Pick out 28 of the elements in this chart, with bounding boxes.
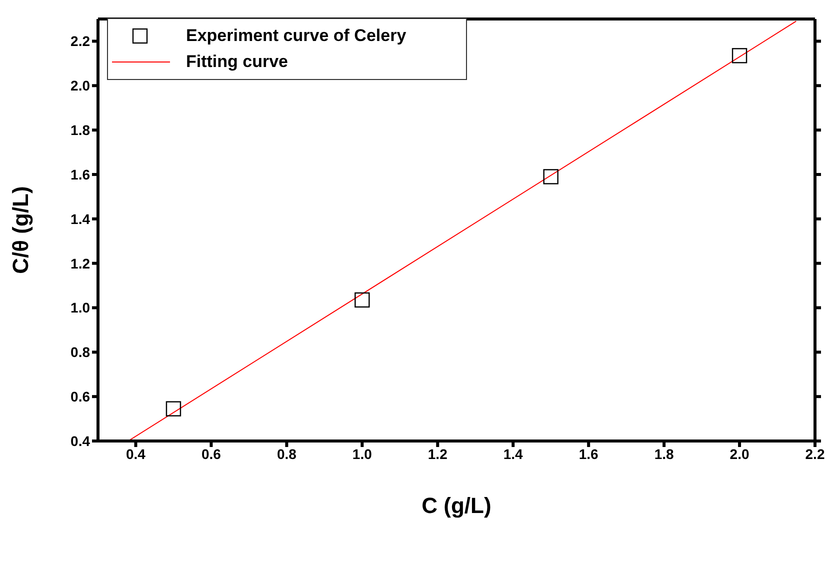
x-tick-label: 0.8 — [276, 446, 297, 462]
x-axis-title: C (g/L) — [422, 493, 492, 518]
legend-label: Fitting curve — [186, 52, 288, 72]
legend-label: Experiment curve of Celery — [186, 26, 406, 46]
x-tick-label: 2.2 — [805, 446, 825, 462]
y-tick-label: 1.2 — [70, 255, 90, 272]
x-tick-label: 2.0 — [730, 446, 750, 462]
y-tick-label: 0.8 — [70, 344, 90, 360]
y-tick-label: 1.4 — [70, 210, 90, 227]
x-tick-label: 1.4 — [503, 446, 524, 462]
y-tick-label: 2.0 — [70, 78, 90, 94]
x-tick-label: 1.2 — [428, 446, 448, 462]
point — [166, 401, 182, 416]
y-tick-label: 2.2 — [70, 33, 90, 50]
y-axis-title: C/θ (g/L) — [8, 186, 33, 274]
x-tick-label: 1.8 — [654, 446, 674, 462]
point — [354, 292, 370, 308]
x-tick-label: 0.4 — [126, 446, 146, 462]
point — [543, 169, 558, 184]
y-tick-label: 1.8 — [70, 122, 90, 138]
x-tick-label: 1.0 — [352, 446, 372, 462]
y-tick-label: 1.6 — [70, 166, 90, 182]
x-tick-label: 1.6 — [578, 446, 599, 462]
x-tick-label: 0.6 — [201, 446, 222, 462]
y-tick-label: 0.4 — [70, 432, 90, 449]
y-tick-label: 0.6 — [70, 388, 90, 405]
point — [732, 48, 748, 64]
y-tick-label: 1.0 — [70, 300, 90, 316]
